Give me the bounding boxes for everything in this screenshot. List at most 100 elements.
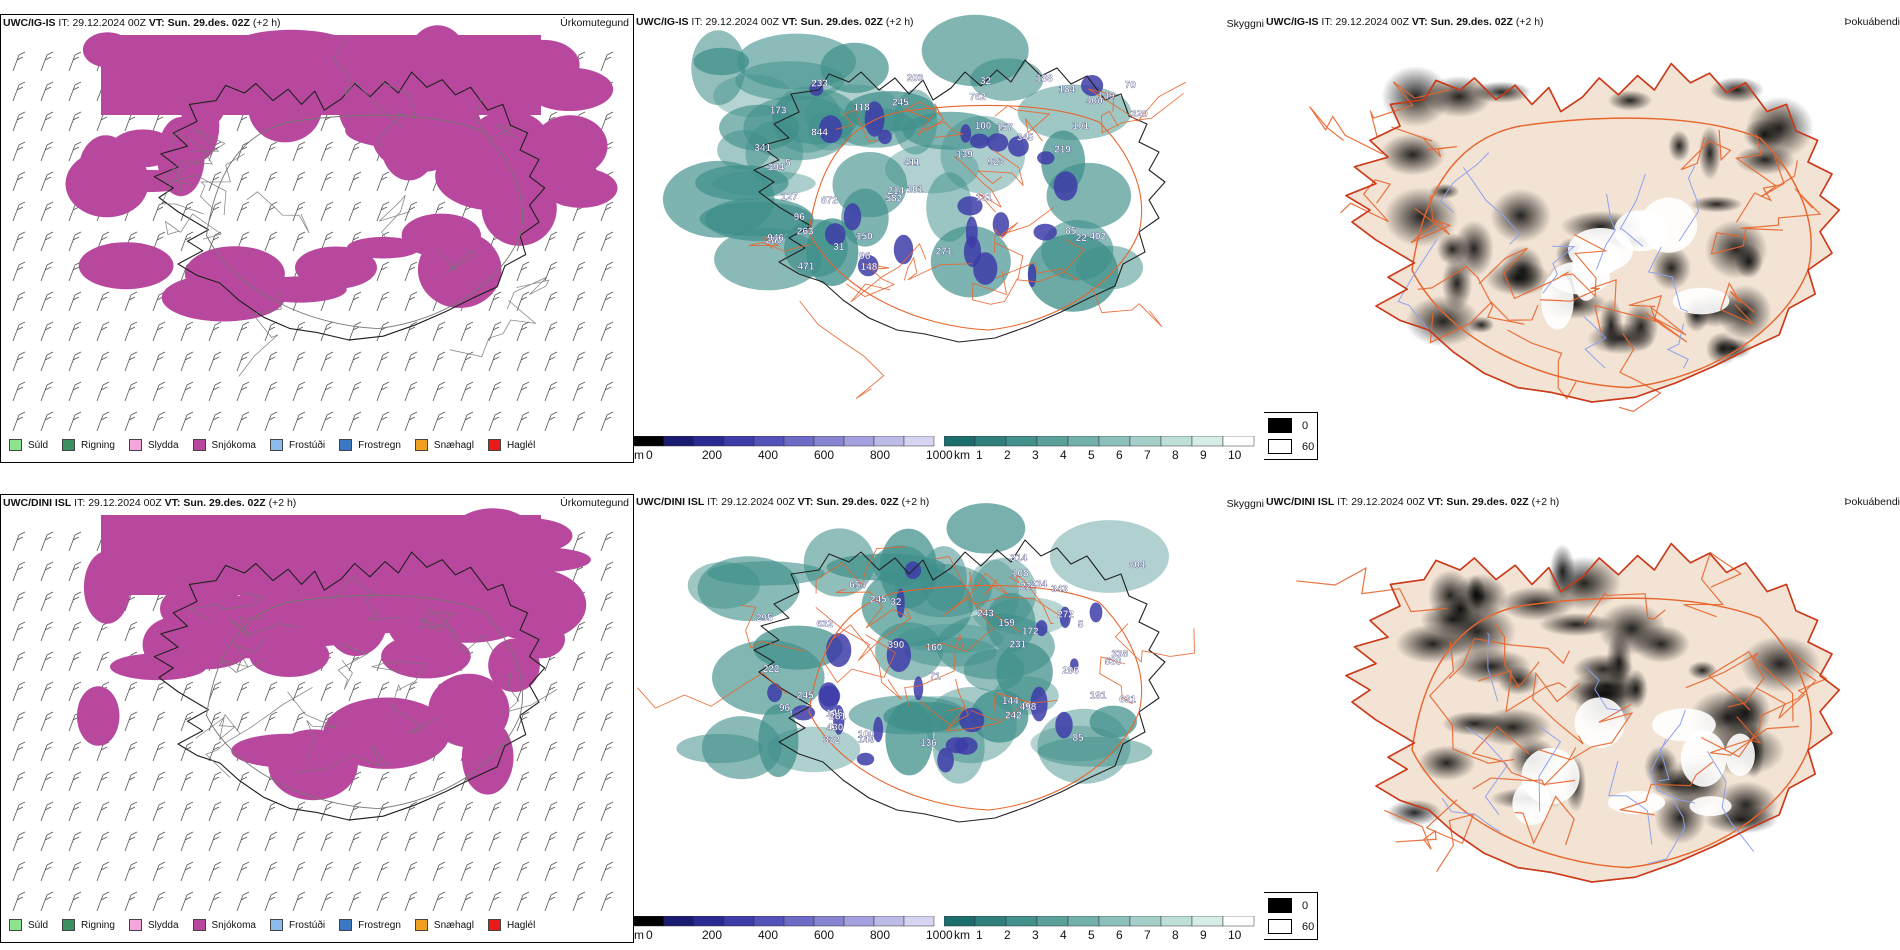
ceiling-value-label: 85	[1073, 733, 1085, 744]
precip-panel-top: UWC/IG-IS IT: 29.12.2024 00Z VT: Sun. 29…	[0, 14, 634, 463]
visibility-tick: 9	[1200, 928, 1207, 942]
ceiling-value-label: 530	[1105, 656, 1122, 667]
fog-panel-top: UWC/IG-IS IT: 29.12.2024 00Z VT: Sun. 29…	[1264, 14, 1900, 463]
ceiling-value-label: 214	[888, 186, 905, 197]
ceiling-value-label: 101	[907, 185, 924, 196]
colorbar-swatch	[1191, 436, 1224, 447]
ceiling-value-label: 338	[1112, 649, 1129, 660]
visibility-colorbar-top: km 1 2 3 4 5 6 7 8 9 10	[944, 434, 1264, 462]
ceiling-value-label: 149	[858, 734, 875, 745]
visibility-tick: 5	[1088, 448, 1095, 462]
ceiling-value-label: 96	[794, 212, 806, 223]
ceiling-value-label: 231	[1010, 639, 1027, 650]
ceiling-colorbar-bottom: m 0 200 400 600 800 1000	[634, 914, 954, 942]
ceiling-value-label: 341	[754, 143, 771, 154]
ceiling-value-label: 263	[797, 227, 814, 238]
fog-scale-label: 60	[1302, 440, 1315, 453]
legend-label: Frostregn	[358, 919, 401, 931]
legend-item: Snjókoma	[192, 439, 256, 451]
ceiling-value-label: 118	[854, 102, 871, 113]
vt-label: VT:	[1427, 496, 1444, 508]
legend-item: Súld	[9, 439, 48, 451]
visibility-tick: 6	[1116, 448, 1123, 462]
ceiling-value-label: 281	[829, 712, 846, 723]
cloud-header-top: UWC/IG-IS IT: 29.12.2024 00Z VT: Sun. 29…	[636, 16, 914, 28]
legend-item: Slydda	[128, 439, 179, 451]
colorbar-swatch	[693, 916, 725, 927]
ceiling-value-label: 96	[779, 703, 791, 714]
ceiling-tick: 800	[870, 928, 891, 942]
colorbar-swatch	[1036, 916, 1069, 927]
ceiling-value-label: 31	[833, 242, 845, 253]
visibility-tick: 4	[1060, 928, 1067, 942]
ceiling-value-label: 498	[1020, 702, 1037, 713]
visibility-tick: 2	[1004, 448, 1011, 462]
colorbar-swatch	[974, 436, 1007, 447]
it-value: 29.12.2024 00Z	[1351, 496, 1425, 508]
colorbar-swatch	[723, 916, 755, 927]
ceiling-value-label: 804	[1129, 560, 1146, 571]
ceiling-value-label: 5	[1078, 620, 1084, 631]
ceiling-value-label: 219	[1054, 144, 1071, 155]
fog-map-top	[1309, 62, 1840, 413]
fog-scale-label: 0	[1302, 899, 1309, 912]
fog-scale-swatch	[1268, 418, 1292, 433]
colorbar-swatch	[753, 436, 785, 447]
fog-intensity	[1386, 543, 1821, 845]
visibility-tick: 3	[1032, 448, 1039, 462]
legend-item: Snjókoma	[192, 919, 256, 931]
ceiling-value-label: 872	[821, 196, 838, 207]
fog-header-bottom: UWC/DINI ISL IT: 29.12.2024 00Z VT: Sun.…	[1266, 496, 1559, 508]
it-label: IT:	[74, 497, 86, 509]
ceiling-tick: 0	[646, 448, 653, 462]
vt-label: VT:	[797, 496, 814, 508]
legend-swatch	[128, 919, 142, 931]
ceiling-value-label: 100	[975, 121, 992, 132]
colorbar-swatch	[783, 916, 815, 927]
precip-header-top: UWC/IG-IS IT: 29.12.2024 00Z VT: Sun. 29…	[3, 17, 281, 29]
legend-label: Snjókoma	[211, 439, 256, 451]
iceland-outline	[637, 539, 1195, 823]
fog-header-top: UWC/IG-IS IT: 29.12.2024 00Z VT: Sun. 29…	[1266, 16, 1544, 28]
it-value: 29.12.2024 00Z	[88, 497, 162, 509]
colorbar-swatch	[753, 916, 785, 927]
iceland-outline	[748, 59, 1186, 399]
colorbar-swatch	[1129, 436, 1162, 447]
colorbar-swatch	[903, 916, 935, 927]
colorbar-swatch	[974, 916, 1007, 927]
colorbar-swatch	[723, 436, 755, 447]
ceiling-value-label: 32	[980, 76, 992, 87]
model-name: UWC/IG-IS	[3, 17, 56, 29]
legend-item: Frostregn	[339, 919, 401, 931]
legend-label: Rigning	[81, 439, 115, 451]
ceiling-tick: 200	[702, 928, 723, 942]
colorbar-swatch	[873, 916, 905, 927]
cloud-header-bottom: UWC/DINI ISL IT: 29.12.2024 00Z VT: Sun.…	[636, 496, 929, 508]
ceiling-value-label: 345	[1017, 133, 1034, 144]
ceiling-value-label: 390	[888, 640, 905, 651]
precip-map-top	[12, 25, 618, 432]
legend-label: Slydda	[147, 439, 179, 451]
ceiling-value-label: 320	[1131, 109, 1148, 120]
ceiling-tick: 0	[646, 928, 653, 942]
cloud-map-bottom: 530 159 632 390 243 191 242 145 172 332 343 631 654 4…	[637, 503, 1195, 823]
visibility-tick: 8	[1172, 928, 1179, 942]
ceiling-value-label: 96	[859, 251, 871, 262]
iceland-land	[1309, 62, 1840, 413]
ceiling-value-label: 245	[797, 691, 814, 702]
ceiling-tick: 600	[814, 448, 835, 462]
iceland-land	[1296, 542, 1840, 883]
fog-scale-label: 60	[1302, 920, 1315, 933]
ceiling-tick: 400	[758, 448, 779, 462]
legend-label: Frostúði	[288, 919, 326, 931]
visibility-tick: 5	[1088, 928, 1095, 942]
ceiling-value-label: 149	[1098, 91, 1115, 102]
colorbar-swatch	[1098, 436, 1131, 447]
ceiling-value-label: 314	[1010, 553, 1027, 564]
ceiling-value-label: 430	[827, 723, 844, 734]
ceiling-value-label: 22	[1020, 582, 1032, 593]
fog-panel-bottom: UWC/DINI ISL IT: 29.12.2024 00Z VT: Sun.…	[1264, 494, 1900, 943]
legend-swatch	[9, 439, 22, 451]
colorbar-swatch	[813, 916, 845, 927]
ceiling-value-label: 101	[1072, 121, 1089, 132]
